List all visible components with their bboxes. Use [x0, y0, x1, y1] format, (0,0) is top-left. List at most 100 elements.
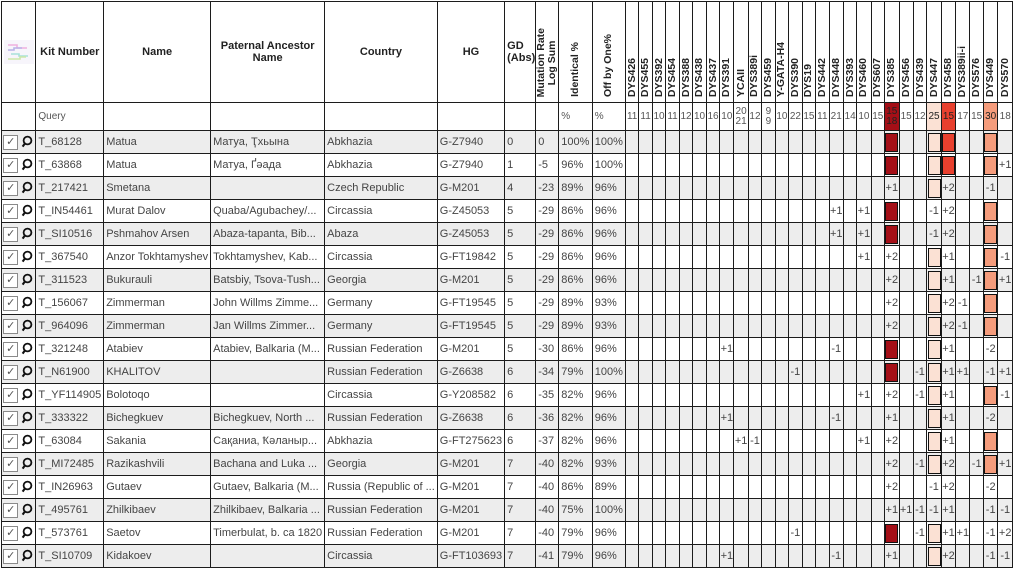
cell-marker-DYS19	[801, 314, 817, 338]
row-checkbox[interactable]: ✓	[3, 433, 19, 449]
cell-marker-DYS455	[638, 222, 653, 246]
cell-marker-DYS439	[912, 337, 928, 361]
cell-marker-DYS389ii-i: +1	[955, 521, 971, 545]
magnifier-icon[interactable]	[20, 319, 34, 333]
magnifier-icon[interactable]	[20, 503, 34, 517]
row-checkbox[interactable]: ✓	[3, 226, 19, 242]
cell-marker-DYS389ii-i	[955, 268, 971, 292]
cell-identical-pct: 82%	[558, 406, 593, 430]
cell-kit-number: T_321248	[35, 337, 105, 361]
magnifier-icon[interactable]	[20, 273, 34, 287]
match-row-T_367540: ✓ T_367540 Anzor Tokhtamyshev Tokhtamyshev,…	[0, 245, 1013, 269]
row-checkbox[interactable]: ✓	[3, 410, 19, 426]
row-checkbox[interactable]: ✓	[3, 364, 19, 380]
magnifier-icon[interactable]	[20, 250, 34, 264]
cell-marker-DYS456	[898, 268, 914, 292]
cell-marker-DYS391	[719, 245, 735, 269]
row-checkbox[interactable]: ✓	[3, 502, 19, 518]
cell-marker-DYS389i	[747, 337, 763, 361]
magnifier-icon[interactable]	[20, 411, 34, 425]
cell-marker-DYS390	[788, 475, 803, 499]
cell-country: Russian Federation	[324, 360, 438, 384]
row-checkbox[interactable]: ✓	[3, 295, 19, 311]
row-checkbox[interactable]: ✓	[3, 318, 19, 334]
magnifier-icon[interactable]	[20, 365, 34, 379]
row-checkbox[interactable]: ✓	[3, 525, 19, 541]
row-checkbox[interactable]: ✓	[3, 479, 19, 495]
cell-marker-DYS458: +1	[940, 245, 957, 269]
cell-marker-YCAII	[733, 383, 749, 407]
row-checkbox[interactable]: ✓	[3, 134, 19, 150]
row-checkbox[interactable]: ✓	[3, 249, 19, 265]
row-checkbox[interactable]: ✓	[3, 180, 19, 196]
query-marker-DYS389i: 12	[747, 102, 763, 131]
cell-marker-DYS576	[969, 521, 984, 545]
cell-marker-DYS391	[719, 153, 735, 177]
cell-marker-DYS447	[926, 314, 942, 338]
magnifier-icon[interactable]	[20, 434, 34, 448]
magnifier-icon[interactable]	[20, 227, 34, 241]
row-checkbox[interactable]: ✓	[3, 456, 19, 472]
row-checkbox[interactable]: ✓	[3, 203, 19, 219]
cell-marker-YCAII	[733, 199, 749, 223]
cell-marker-DYS437	[705, 222, 721, 246]
magnifier-icon[interactable]	[20, 480, 34, 494]
row-checkbox[interactable]: ✓	[3, 272, 19, 288]
cell-marker-DYS392	[651, 383, 667, 407]
query-marker-DYS576: 15	[969, 102, 984, 131]
magnifier-icon[interactable]	[20, 204, 34, 218]
cell-marker-DYS389ii-i	[955, 429, 971, 453]
cell-mrls: -41	[535, 544, 560, 568]
cell-gd: 5	[504, 268, 537, 292]
cell-marker-DYS456	[898, 521, 914, 545]
cell-off-by-one-pct: 100%	[591, 360, 626, 384]
cell-marker-DYS391	[719, 314, 735, 338]
magnifier-icon[interactable]	[20, 342, 34, 356]
cell-marker-DYS576: -1	[969, 452, 984, 476]
cell-marker-DYS391: +1	[719, 337, 735, 361]
cell-marker-DYS391	[719, 360, 735, 384]
cell-marker-DYS607	[870, 222, 886, 246]
cell-marker-DYS439: -1	[912, 498, 928, 522]
cell-mrls: 0	[535, 130, 560, 154]
magnifier-icon[interactable]	[20, 158, 34, 172]
cell-country: Circassia	[324, 544, 438, 568]
magnifier-icon[interactable]	[20, 388, 34, 402]
magnifier-icon[interactable]	[20, 549, 34, 563]
row-checkbox[interactable]: ✓	[3, 548, 19, 564]
cell-kit-number: T_MI72485	[35, 452, 105, 476]
marker-fill	[927, 408, 941, 428]
match-row-T_321248: ✓ T_321248 Atabiev Atabiev, Balkaria (M... R…	[0, 337, 1013, 361]
cell-marker-DYS426	[624, 498, 640, 522]
row-select-cell: ✓	[0, 429, 37, 453]
cell-marker-DYS455	[638, 199, 653, 223]
cell-paternal-ancestor: Timerbulat, b. ca 1820	[210, 521, 326, 545]
cell-marker-DYS449: -2	[982, 337, 999, 361]
cell-marker-DYS426	[624, 544, 640, 568]
magnifier-icon[interactable]	[20, 526, 34, 540]
cell-marker-DYS390	[788, 337, 803, 361]
cell-marker-DYS459	[761, 498, 776, 522]
magnifier-icon[interactable]	[20, 296, 34, 310]
row-checkbox[interactable]: ✓	[3, 157, 19, 173]
cell-marker-DYS426	[624, 245, 640, 269]
match-row-T_333322: ✓ T_333322 Bichegkuev Bichegkuev, North ...…	[0, 406, 1013, 430]
cell-marker-DYS456	[898, 337, 914, 361]
cell-marker-DYS390	[788, 429, 803, 453]
magnifier-icon[interactable]	[20, 135, 34, 149]
cell-gd: 0	[504, 130, 537, 154]
magnifier-icon[interactable]	[20, 181, 34, 195]
magnifier-icon[interactable]	[20, 457, 34, 471]
cell-marker-DYS388	[678, 406, 694, 430]
cell-marker-DYS448	[828, 130, 844, 154]
cell-mrls: -5	[535, 153, 560, 177]
cell-marker-DYS393	[842, 452, 858, 476]
cell-gd: 7	[504, 475, 537, 499]
cell-marker-DYS454	[665, 544, 680, 568]
cell-marker-DYS576: -1	[969, 268, 984, 292]
row-checkbox[interactable]: ✓	[3, 341, 19, 357]
row-checkbox[interactable]: ✓	[3, 387, 19, 403]
cell-marker-DYS460	[856, 544, 872, 568]
cell-marker-DYS447	[926, 406, 942, 430]
